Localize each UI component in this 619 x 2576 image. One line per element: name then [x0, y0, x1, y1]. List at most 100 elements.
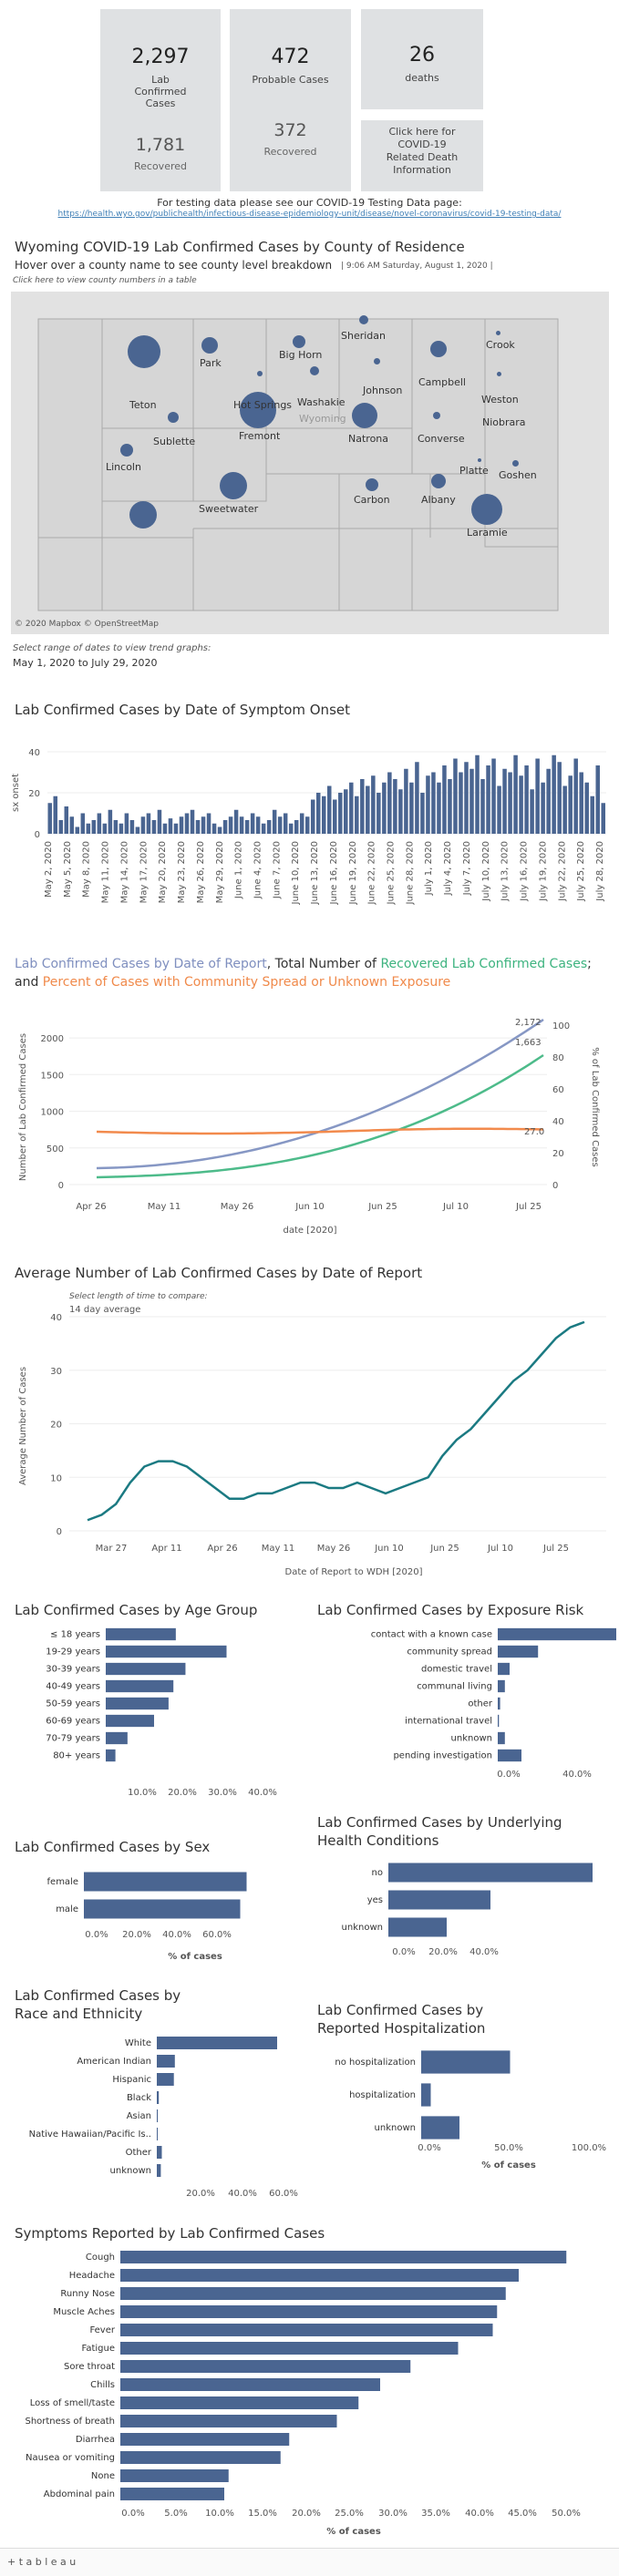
date-range-selector[interactable]: May 1, 2020 to July 29, 2020 [13, 657, 158, 669]
bar[interactable] [157, 2073, 174, 2086]
onset-bar[interactable] [151, 820, 157, 834]
recovered-line[interactable] [96, 1053, 544, 1179]
county-label-platte[interactable]: Platte [459, 465, 489, 477]
county-label-lincoln[interactable]: Lincoln [106, 461, 141, 473]
onset-bar[interactable] [491, 758, 496, 835]
onset-bar[interactable] [601, 803, 605, 834]
onset-bar[interactable] [75, 826, 80, 835]
county-label-washakie[interactable]: Washakie [297, 396, 346, 408]
onset-bar[interactable] [437, 782, 441, 834]
onset-bar[interactable] [283, 813, 288, 835]
onset-bar[interactable] [442, 765, 447, 834]
onset-bar[interactable] [459, 772, 463, 835]
onset-bar[interactable] [140, 816, 146, 834]
onset-bar[interactable] [129, 820, 135, 834]
johnson-bubble[interactable] [374, 358, 380, 364]
onset-bar[interactable] [541, 782, 545, 834]
onset-bar[interactable] [310, 799, 315, 835]
onset-bar[interactable] [344, 789, 348, 834]
onset-bar[interactable] [568, 775, 573, 834]
bar[interactable] [106, 1714, 154, 1728]
onset-bar[interactable] [327, 785, 332, 835]
onset-bar[interactable] [404, 768, 408, 834]
onset-bar[interactable] [464, 762, 469, 834]
onset-bar[interactable] [195, 820, 201, 834]
county-label-campbell[interactable]: Campbell [418, 376, 466, 388]
bar[interactable] [120, 2469, 229, 2482]
county-label-weston[interactable]: Weston [481, 394, 519, 405]
carbon-bubble[interactable] [366, 478, 378, 491]
onset-bar[interactable] [475, 754, 480, 834]
onset-bar[interactable] [184, 813, 190, 835]
lincoln-bubble[interactable] [120, 444, 133, 457]
bighorn-bubble[interactable] [293, 335, 305, 348]
onset-bar[interactable] [272, 809, 277, 834]
bar[interactable] [157, 2146, 162, 2159]
onset-bar[interactable] [409, 782, 414, 834]
county-label-sheridan[interactable]: Sheridan [341, 330, 386, 342]
onset-bar[interactable] [469, 768, 474, 834]
onset-bar[interactable] [371, 775, 376, 834]
death-info-button[interactable]: Click here for COVID-19 Related Death In… [361, 120, 483, 191]
onset-bar[interactable] [47, 803, 53, 834]
onset-bar[interactable] [228, 816, 233, 834]
onset-bar[interactable] [211, 823, 217, 834]
onset-bar[interactable] [217, 826, 222, 835]
hotsprings-bubble[interactable] [257, 371, 263, 376]
onset-bar[interactable] [124, 813, 129, 835]
onset-bar[interactable] [382, 782, 387, 834]
onset-bar[interactable] [387, 772, 392, 835]
onset-bar[interactable] [80, 813, 86, 835]
converse-bubble[interactable] [433, 412, 440, 419]
onset-bar[interactable] [146, 813, 151, 835]
bar[interactable] [106, 1749, 116, 1762]
bar[interactable] [84, 1872, 247, 1892]
onset-bar[interactable] [562, 785, 567, 835]
onset-bar[interactable] [519, 775, 523, 834]
crook-bubble[interactable] [496, 331, 500, 335]
albany-bubble[interactable] [431, 474, 446, 488]
onset-bar[interactable] [524, 765, 529, 834]
onset-bar[interactable] [113, 820, 119, 834]
weston-bubble[interactable] [497, 372, 501, 376]
onset-bar[interactable] [244, 820, 250, 834]
county-label-sublette[interactable]: Sublette [153, 436, 196, 447]
onset-bar[interactable] [277, 816, 283, 834]
onset-bar[interactable] [360, 779, 365, 834]
county-label-niobrara[interactable]: Niobrara [482, 416, 526, 428]
onset-bar[interactable] [69, 816, 75, 834]
bar[interactable] [120, 2396, 359, 2409]
county-label-sweetwater[interactable]: Sweetwater [199, 503, 259, 515]
bar[interactable] [106, 1662, 186, 1676]
onset-bar[interactable] [91, 820, 97, 834]
bar[interactable] [157, 2109, 159, 2122]
teton-bubble[interactable] [128, 335, 160, 368]
bar[interactable] [498, 1662, 510, 1676]
onset-bar[interactable] [102, 823, 108, 834]
bar[interactable] [120, 2451, 281, 2464]
bar[interactable] [120, 2415, 337, 2427]
county-label-bighorn[interactable]: Big Horn [279, 349, 323, 361]
bar[interactable] [106, 1645, 227, 1658]
onset-bar[interactable] [266, 820, 272, 834]
onset-bar[interactable] [255, 816, 261, 834]
county-label-converse[interactable]: Converse [418, 433, 465, 445]
tableau-logo[interactable]: + t a b l e a u [7, 2556, 77, 2568]
onset-bar[interactable] [573, 758, 578, 835]
onset-bar[interactable] [502, 768, 507, 834]
onset-bar[interactable] [304, 816, 310, 834]
onset-bar[interactable] [508, 772, 512, 835]
bar[interactable] [157, 2055, 175, 2068]
onset-bar[interactable] [173, 823, 179, 834]
platte-bubble[interactable] [478, 458, 481, 462]
campbell-bubble[interactable] [430, 341, 447, 357]
onset-bar[interactable] [179, 816, 184, 834]
onset-bar[interactable] [190, 809, 195, 834]
onset-bar[interactable] [97, 813, 102, 835]
bar[interactable] [120, 2287, 506, 2300]
onset-bar[interactable] [530, 789, 534, 834]
bar[interactable] [421, 2050, 511, 2074]
onset-bar[interactable] [86, 823, 91, 834]
onset-bar[interactable] [453, 758, 458, 835]
county-label-park[interactable]: Park [200, 357, 222, 369]
